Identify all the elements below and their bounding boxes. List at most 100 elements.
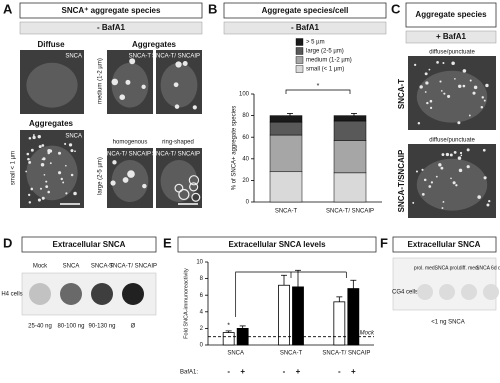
aggregate (32, 135, 36, 140)
aggregate (60, 177, 63, 181)
cell-glow (416, 70, 488, 123)
aggregate (454, 78, 456, 80)
aggregate (442, 62, 445, 65)
bar (292, 286, 304, 346)
aggregate (41, 196, 45, 200)
panel-letter: C (391, 1, 401, 16)
aggregate (429, 99, 433, 103)
dot (461, 284, 477, 300)
aggregate (188, 175, 200, 186)
column-label: SNCA (63, 264, 80, 270)
aggregate (455, 184, 458, 187)
cell-glow (26, 62, 78, 108)
y-tick-label: 0 (200, 343, 204, 349)
aggregate (462, 84, 466, 88)
aggregate (25, 170, 28, 173)
panel-title: Aggregate species (415, 10, 487, 19)
x-row-value: - (338, 367, 341, 376)
amount-label: Ø (131, 324, 136, 330)
cell-glow (26, 145, 78, 201)
x-tick-label: SNCA-T (275, 209, 298, 215)
image-label: SNCA-T (129, 54, 152, 60)
bar-segment (333, 115, 367, 122)
aggregate (423, 178, 427, 182)
panel-title: Extracellular SNCA (53, 240, 126, 249)
aggregate (483, 99, 486, 102)
legend-swatch (295, 38, 304, 46)
image-label: ring-shaped (162, 140, 194, 146)
aggregate (483, 176, 487, 180)
aggregate (41, 158, 44, 161)
amount-label: 80-100 ng (57, 324, 84, 330)
amount-label: 25-40 ng (28, 324, 52, 330)
image-label: homogenous (113, 140, 148, 146)
aggregate (30, 187, 34, 191)
aggregate (485, 83, 489, 88)
aggregate (74, 150, 76, 153)
significance-bracket (285, 89, 351, 94)
aggregate (428, 185, 432, 188)
aggregate (65, 164, 67, 167)
header-box (177, 236, 377, 253)
header-box (223, 2, 387, 19)
aggregate (28, 136, 32, 140)
header-box (21, 236, 157, 253)
aggregate (439, 80, 442, 83)
header-box (405, 2, 497, 28)
aggregate (38, 145, 42, 149)
legend-swatch (295, 65, 304, 73)
aggregate (440, 166, 444, 170)
aggregate (477, 195, 481, 199)
aggregate (486, 203, 490, 207)
column-label: SNCA-T (91, 264, 114, 270)
aggregate (32, 134, 35, 136)
aggregate (435, 175, 438, 178)
column-label: SNCA prol. (435, 265, 460, 271)
column-label: prol. med. (414, 265, 436, 271)
aggregate (39, 187, 43, 190)
aggregate (466, 165, 470, 169)
aggregate (182, 61, 188, 67)
column-label: diff. med. (459, 265, 479, 271)
dot (60, 283, 82, 305)
image-label: SNCA (65, 54, 82, 60)
aggregate (458, 168, 463, 173)
aggregate (27, 157, 30, 161)
aggregate (141, 84, 146, 89)
aggregate (30, 148, 34, 152)
aggregate (440, 90, 443, 92)
aggregate (70, 173, 74, 177)
membrane (392, 257, 497, 311)
aggregate (421, 168, 424, 171)
aggregate (45, 180, 48, 183)
aggregate (173, 82, 179, 88)
row-label: H4 cells (1, 292, 22, 298)
aggregate (119, 94, 126, 101)
aggregate (473, 85, 478, 90)
aggregate (192, 105, 197, 110)
dot (417, 284, 433, 300)
column-label: SNCA-T/ SNCAIP (109, 264, 157, 270)
aggregate (47, 151, 50, 155)
y-tick-label: 60 (242, 135, 249, 141)
cell-glow (416, 158, 488, 211)
aggregate (482, 148, 486, 152)
panel-title: Extracellular SNCA levels (228, 240, 326, 249)
aggregate (451, 61, 455, 66)
dot (122, 283, 144, 305)
legend-swatch (295, 47, 304, 55)
panel-letter: E (163, 235, 172, 250)
aggregate (412, 201, 415, 204)
dot (29, 283, 51, 305)
amount-label: <1 ng SNCA (431, 320, 465, 326)
y-tick-label: 40 (242, 156, 249, 162)
aggregate (58, 171, 62, 175)
aggregate (37, 134, 41, 139)
row-label: large (2-5 µm) (98, 157, 104, 195)
aggregate (458, 84, 462, 89)
aggregate (43, 174, 46, 176)
bar (278, 284, 290, 346)
column-label: Mock (33, 264, 48, 270)
legend-label: medium (1-2 µm) (306, 58, 352, 64)
panel-letter: D (3, 235, 12, 250)
